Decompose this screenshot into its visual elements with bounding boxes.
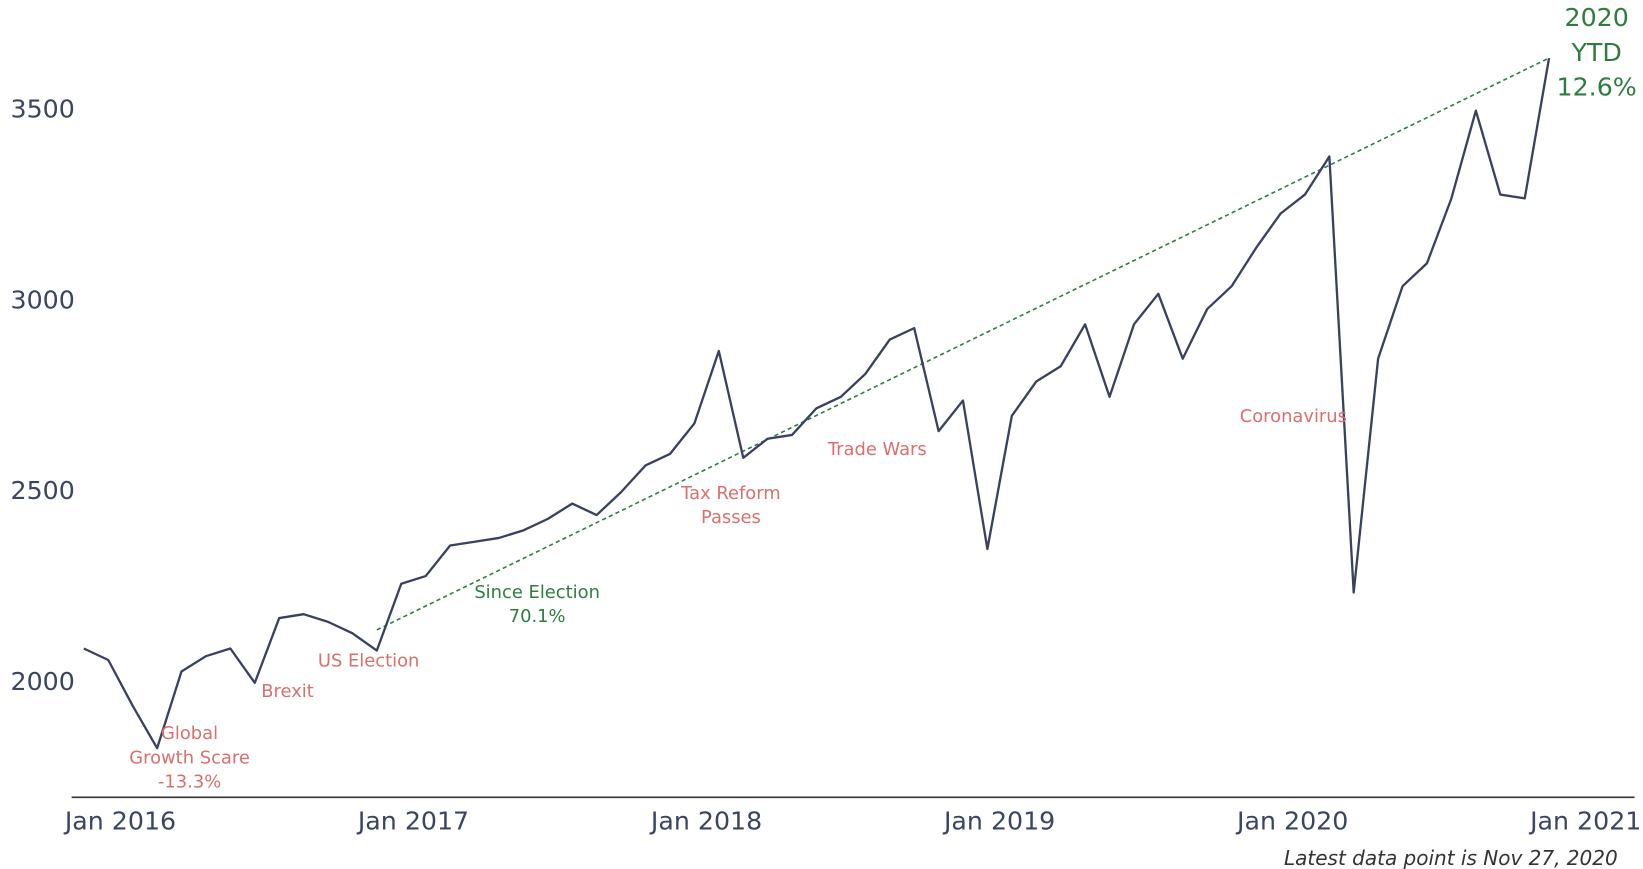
annotation: YTD	[1570, 38, 1621, 67]
annotation: US Election	[318, 650, 420, 671]
annotation: Since Election	[474, 582, 600, 603]
annotation: Tax Reform	[680, 483, 781, 504]
y-tick-label: 3000	[11, 285, 75, 314]
annotation: 70.1%	[509, 606, 566, 627]
x-tick-label: Jan 2016	[63, 807, 176, 836]
price-line	[83, 57, 1551, 750]
footnote: Latest data point is Nov 27, 2020	[1284, 846, 1618, 869]
x-tick-label: Jan 2019	[942, 807, 1055, 836]
annotation: 2020	[1565, 3, 1629, 32]
annotation: 12.6%	[1557, 73, 1637, 102]
annotation: Passes	[701, 507, 761, 528]
annotation: Growth Scare	[129, 747, 250, 768]
x-tick-label: Jan 2017	[356, 807, 469, 836]
annotation: Global	[161, 723, 218, 744]
x-tick-label: Jan 2018	[649, 807, 762, 836]
y-tick-label: 2000	[11, 667, 75, 696]
y-tick-label: 2500	[11, 476, 75, 505]
annotation: -13.3%	[158, 772, 221, 793]
trendline	[376, 57, 1550, 631]
x-tick-label: Jan 2020	[1235, 807, 1348, 836]
x-tick-label: Jan 2021	[1528, 807, 1641, 836]
y-tick-label: 3500	[11, 95, 75, 124]
annotation: Coronavirus	[1240, 406, 1347, 427]
annotation: Brexit	[261, 681, 314, 702]
annotation: Trade Wars	[827, 439, 927, 460]
